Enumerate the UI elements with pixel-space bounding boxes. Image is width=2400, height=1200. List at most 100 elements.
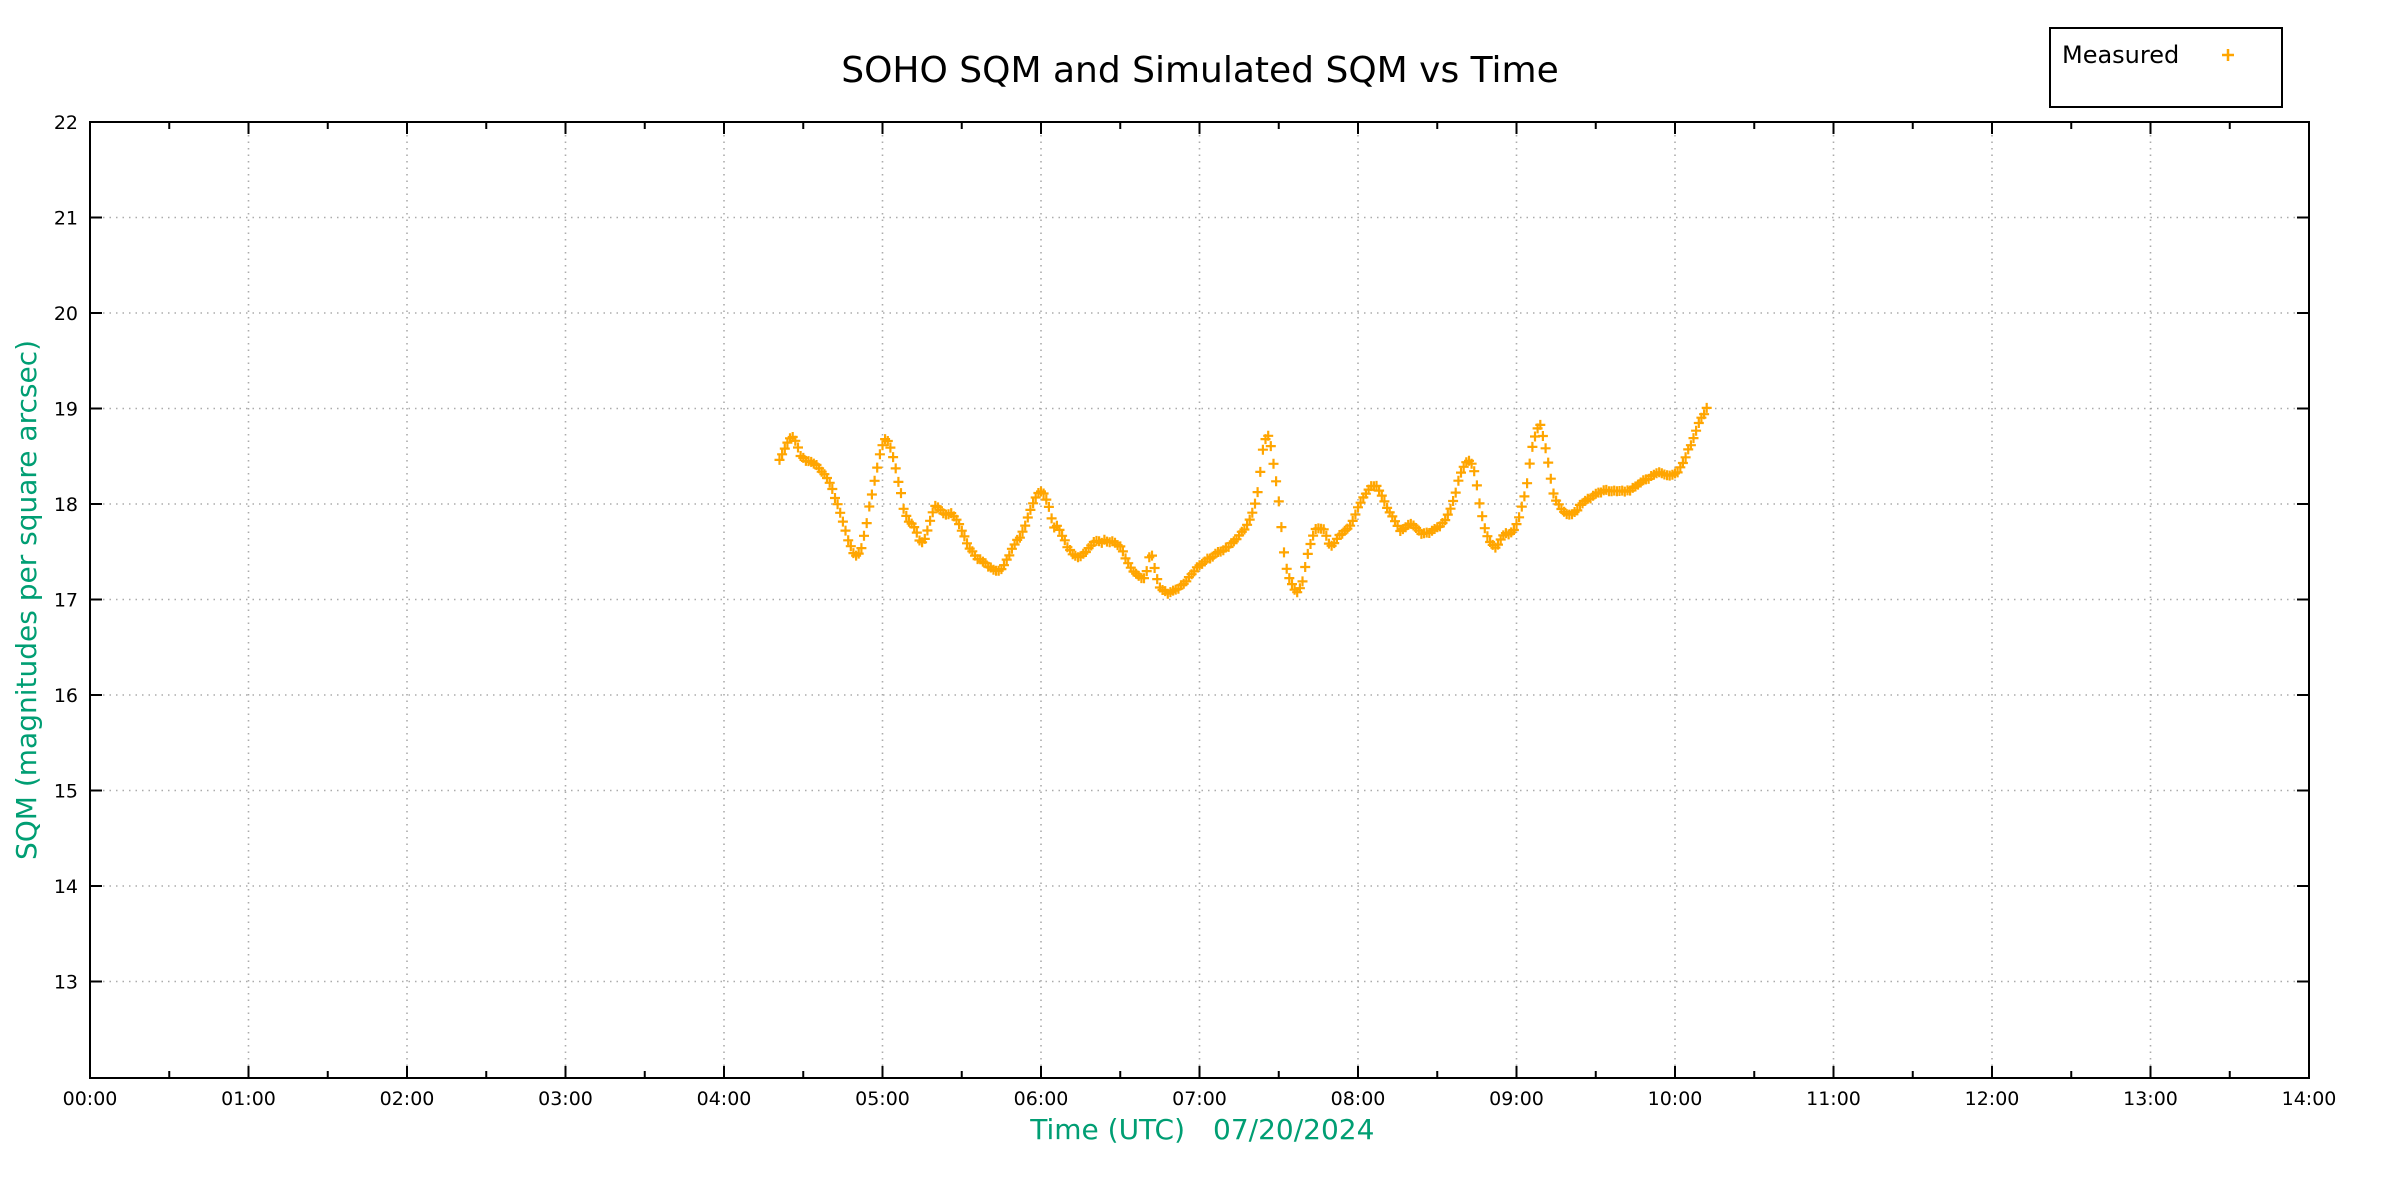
y-tick-label: 18 [54,494,78,516]
data-point-marker [864,501,875,512]
chart-title: SOHO SQM and Simulated SQM vs Time [841,50,1559,91]
data-point-marker [1242,519,1253,530]
data-point-marker [774,454,785,465]
data-point-marker [1680,452,1691,463]
data-point-marker [925,515,936,526]
data-point-marker [1252,487,1263,498]
data-point-marker [1276,522,1287,533]
data-point-marker [1672,467,1683,478]
data-point-marker [1244,514,1255,525]
data-point-marker [1693,418,1704,428]
data-point-marker [827,484,838,494]
data-point-marker [1699,409,1710,420]
data-point-marker [869,475,880,486]
data-point-marker [1493,539,1503,550]
data-point-marker [901,510,912,521]
data-point-marker [1273,496,1284,507]
data-point-marker [898,503,909,514]
tick-layer [89,121,2310,1078]
data-point-marker [1691,425,1702,436]
data-point-marker [1302,548,1313,559]
data-point-marker [1054,524,1065,535]
data-point-marker [1059,535,1070,546]
y-tick-label: 17 [54,590,78,612]
data-point-marker [843,535,854,546]
data-point-marker [1448,496,1459,506]
data-point-marker [1508,525,1519,535]
data-point-marker [1445,503,1456,514]
data-point-marker [1548,488,1559,499]
data-point-marker [1152,574,1163,585]
data-point-marker [1685,440,1696,451]
data-point-marker [790,435,801,446]
x-tick-label: 14:00 [2282,1088,2337,1110]
data-point-marker [840,525,851,536]
data-point-marker [1038,488,1049,499]
y-tick-label: 16 [54,685,78,707]
legend: Measured [2049,27,2283,108]
legend-box [2049,27,2283,108]
data-point-marker [1477,511,1488,522]
data-point-marker [1281,563,1292,574]
data-point-marker [1479,523,1490,534]
y-tick-label: 15 [54,781,78,803]
data-point-marker [874,449,885,460]
data-point-marker [1392,520,1403,531]
data-point-marker [777,449,788,460]
data-point-marker [1025,504,1036,515]
data-point-marker [837,516,848,527]
y-tick-label: 14 [54,876,78,898]
data-point-marker [1321,530,1332,541]
data-point-marker [893,476,904,487]
data-point-marker [959,531,970,542]
data-point-marker [1028,498,1039,509]
data-point-marker [1511,519,1522,530]
x-tick-label: 10:00 [1648,1088,1703,1110]
data-point-marker [888,452,899,463]
y-tick-label: 21 [54,208,78,230]
data-point-marker [882,436,893,446]
data-point-marker [853,548,864,559]
data-point-marker [1469,466,1480,477]
data-point-marker [1265,441,1276,452]
data-point-marker [919,533,930,544]
data-point-marker [856,543,867,554]
data-point-marker [1147,550,1157,561]
data-point-marker [1545,473,1556,484]
data-point-marker [962,538,972,549]
data-point-marker [1250,498,1260,509]
data-point-marker [1043,501,1054,512]
x-tick-label: 02:00 [380,1088,435,1110]
x-tick-label: 05:00 [855,1088,910,1110]
data-point-marker [1524,458,1535,469]
data-point-marker [1020,520,1031,531]
data-point-marker [1535,419,1546,430]
data-point-marker [859,530,869,541]
data-point-marker [1471,480,1482,491]
data-point-marker [1046,513,1057,524]
data-point-marker [954,519,965,530]
plot-border [89,121,2310,1079]
x-tick-label: 11:00 [1806,1088,1861,1110]
y-tick-label: 13 [54,972,78,994]
x-tick-label: 00:00 [63,1088,118,1110]
data-point-marker [1022,512,1033,523]
data-point-marker [779,443,790,454]
data-point-marker [1379,496,1390,507]
data-point-marker [1279,547,1289,558]
x-axis-label-time: Time (UTC) [1029,1113,1185,1146]
data-point-marker [1466,458,1477,469]
data-point-marker [1543,457,1554,468]
data-point-marker [1572,505,1583,516]
y-axis-label: SQM (magnitudes per square arcsec) [10,340,43,860]
x-tick-label: 12:00 [1965,1088,2020,1110]
x-tick-label: 04:00 [697,1088,752,1110]
data-point-marker [1516,501,1527,512]
data-point-marker [1453,475,1464,486]
data-point-marker [1271,476,1282,487]
data-point-marker [1268,458,1279,469]
data-point-marker [845,541,856,552]
data-point-marker [1519,491,1530,502]
x-tick-label: 07:00 [1172,1088,1227,1110]
